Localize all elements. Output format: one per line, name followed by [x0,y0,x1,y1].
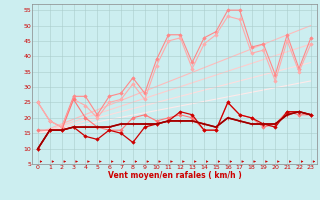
X-axis label: Vent moyen/en rafales ( km/h ): Vent moyen/en rafales ( km/h ) [108,171,241,180]
